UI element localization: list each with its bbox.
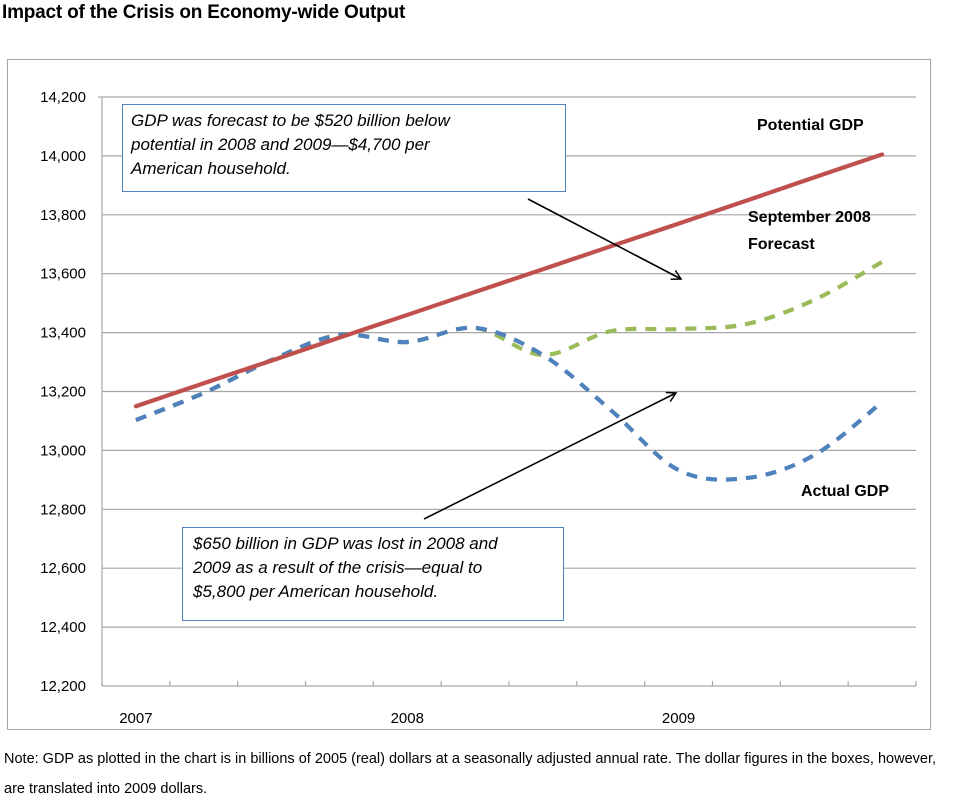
potential-gdp-label: Potential GDP [757,117,864,134]
x-tick-labels: 2007 2008 2009 [119,710,695,727]
y-tick-label: 12,800 [40,501,86,518]
callout-line: potential in 2008 and 2009—$4,700 per [131,135,430,154]
chart-note: Note: GDP as plotted in the chart is in … [4,751,937,797]
x-tick-label: 2009 [662,710,695,727]
callout-line: GDP was forecast to be $520 billion belo… [131,111,450,130]
axes [98,96,917,687]
y-tick-label: 12,200 [40,678,86,695]
chart-frame [7,59,931,730]
y-tick-labels: 14,200 14,000 13,800 13,600 13,400 13,200 13,0… [40,89,86,695]
series-lines [133,152,885,482]
chart-title: Impact of the Crisis on Economy-wide Out… [2,2,406,23]
y-tick-label: 14,200 [40,89,86,106]
actual-gdp-line [135,325,884,482]
callout-line: American household. [131,159,291,178]
y-tick-label: 13,600 [40,266,86,283]
callout-line: 2009 as a result of the crisis—equal to [193,558,483,577]
y-tick-label: 13,800 [40,207,86,224]
potential-gdp-line [133,152,885,409]
annotation-arrows [423,198,683,520]
forecast-label-line1: September 2008 [748,209,871,226]
x-tick-label: 2008 [391,710,424,727]
september-2008-forecast-line [135,260,884,423]
callout-line: $5,800 per American household. [193,582,439,601]
forecast-gap-callout: GDP was forecast to be $520 billion belo… [122,104,566,192]
callout-line: $650 billion in GDP was lost in 2008 and [193,534,498,553]
actual-gdp-label: Actual GDP [801,483,889,500]
lost-gdp-arrow [423,391,678,520]
y-tick-label: 14,000 [40,148,86,165]
x-tick-label: 2007 [119,710,152,727]
y-tick-label: 13,200 [40,384,86,401]
forecast-label-line2: Forecast [748,236,815,253]
lost-gdp-callout: $650 billion in GDP was lost in 2008 and… [182,527,564,621]
y-tick-label: 13,000 [40,442,86,459]
forecast-gap-arrow [527,198,683,281]
y-tick-label: 13,400 [40,325,86,342]
y-tick-label: 12,600 [40,560,86,577]
y-tick-label: 12,400 [40,619,86,636]
